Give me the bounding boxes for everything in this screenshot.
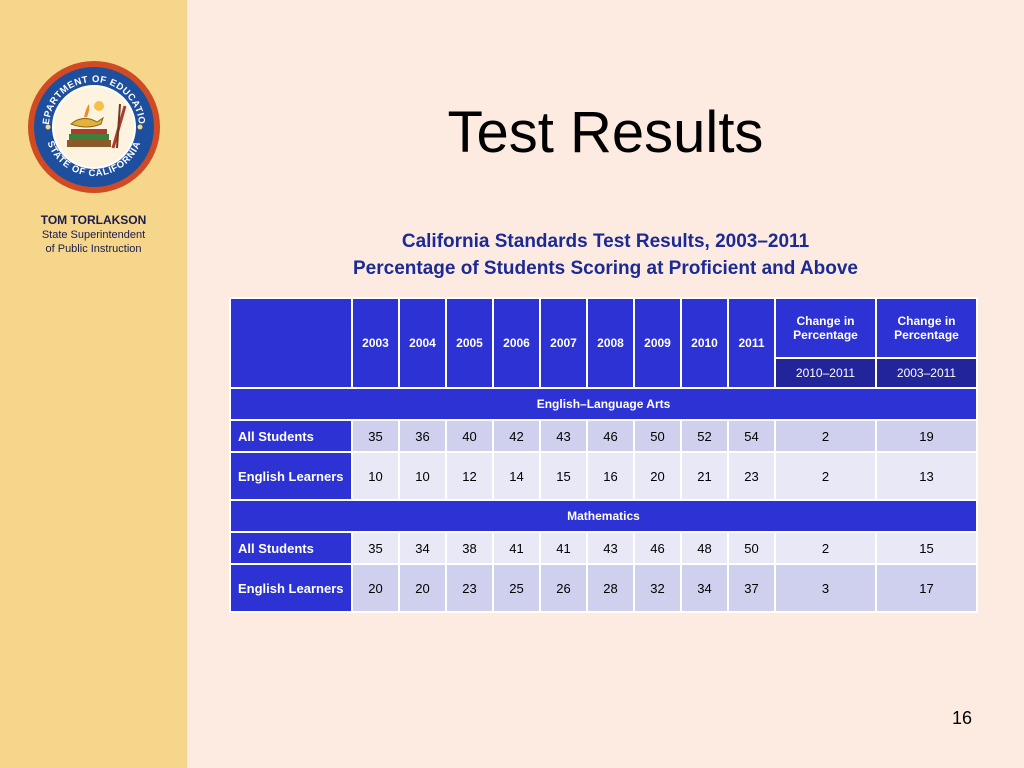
value-cell: 42 xyxy=(492,419,541,453)
year-header: 2007 xyxy=(539,297,588,389)
change-header-2: Change in Percentage xyxy=(875,297,978,359)
results-table: 2003 2004 2005 2006 2007 2008 2009 2010 … xyxy=(229,297,978,613)
value-cell: 20 xyxy=(398,563,447,613)
value-cell: 14 xyxy=(492,451,541,501)
value-cell: 35 xyxy=(351,531,400,565)
change-cell-2: 15 xyxy=(875,531,978,565)
value-cell: 20 xyxy=(351,563,400,613)
change-cell-1: 2 xyxy=(774,451,877,501)
year-header: 2005 xyxy=(445,297,494,389)
value-cell: 20 xyxy=(633,451,682,501)
change-range-2: 2003–2011 xyxy=(875,357,978,389)
change-range-1: 2010–2011 xyxy=(774,357,877,389)
value-cell: 50 xyxy=(633,419,682,453)
change-cell-2: 13 xyxy=(875,451,978,501)
value-cell: 50 xyxy=(727,531,776,565)
superintendent-title-line2: of Public Instruction xyxy=(45,243,142,255)
year-header: 2004 xyxy=(398,297,447,389)
value-cell: 48 xyxy=(680,531,729,565)
value-cell: 38 xyxy=(445,531,494,565)
value-cell: 16 xyxy=(586,451,635,501)
change-cell-1: 2 xyxy=(774,419,877,453)
value-cell: 15 xyxy=(539,451,588,501)
table-row: All Students 35 36 40 42 43 46 50 52 54 … xyxy=(229,419,978,453)
value-cell: 40 xyxy=(445,419,494,453)
value-cell: 10 xyxy=(351,451,400,501)
row-label: English Learners xyxy=(229,563,353,613)
value-cell: 43 xyxy=(586,531,635,565)
value-cell: 41 xyxy=(539,531,588,565)
department-of-education-seal-icon: DEPARTMENT OF EDUCATION STATE OF CALIFOR… xyxy=(27,60,160,193)
value-cell: 46 xyxy=(633,531,682,565)
year-header: 2006 xyxy=(492,297,541,389)
year-header: 2010 xyxy=(680,297,729,389)
row-label: All Students xyxy=(229,419,353,453)
table-row: English Learners 20 20 23 25 26 28 32 34… xyxy=(229,563,978,613)
superintendent-title-line1: State Superintendent xyxy=(41,229,146,241)
value-cell: 54 xyxy=(727,419,776,453)
value-cell: 36 xyxy=(398,419,447,453)
year-header: 2009 xyxy=(633,297,682,389)
page-number: 16 xyxy=(951,708,972,728)
value-cell: 46 xyxy=(586,419,635,453)
change-cell-1: 2 xyxy=(774,531,877,565)
table-title-line2: Percentage of Students Scoring at Profic… xyxy=(353,258,858,279)
table-title-line1: California Standards Test Results, 2003–… xyxy=(401,231,810,252)
value-cell: 10 xyxy=(398,451,447,501)
change-cell-1: 3 xyxy=(774,563,877,613)
value-cell: 43 xyxy=(539,419,588,453)
table-row: All Students 35 34 38 41 41 43 46 48 50 … xyxy=(229,531,978,565)
value-cell: 23 xyxy=(727,451,776,501)
year-header: 2011 xyxy=(727,297,776,389)
change-header-1: Change in Percentage xyxy=(774,297,877,359)
change-cell-2: 17 xyxy=(875,563,978,613)
change-cell-2: 19 xyxy=(875,419,978,453)
row-label: All Students xyxy=(229,531,353,565)
section-header-ela: English–Language Arts xyxy=(229,387,978,421)
value-cell: 21 xyxy=(680,451,729,501)
value-cell: 26 xyxy=(539,563,588,613)
row-label: English Learners xyxy=(229,451,353,501)
year-header: 2008 xyxy=(586,297,635,389)
value-cell: 37 xyxy=(727,563,776,613)
value-cell: 32 xyxy=(633,563,682,613)
value-cell: 23 xyxy=(445,563,494,613)
value-cell: 34 xyxy=(680,563,729,613)
value-cell: 28 xyxy=(586,563,635,613)
table-row: English Learners 10 10 12 14 15 16 20 21… xyxy=(229,451,978,501)
value-cell: 25 xyxy=(492,563,541,613)
value-cell: 41 xyxy=(492,531,541,565)
slide-title: Test Results xyxy=(447,100,764,165)
value-cell: 12 xyxy=(445,451,494,501)
value-cell: 35 xyxy=(351,419,400,453)
year-header: 2003 xyxy=(351,297,400,389)
sidebar: DEPARTMENT OF EDUCATION STATE OF CALIFOR… xyxy=(0,0,187,768)
section-header-mathematics: Mathematics xyxy=(229,499,978,533)
value-cell: 52 xyxy=(680,419,729,453)
value-cell: 34 xyxy=(398,531,447,565)
corner-header-cell xyxy=(229,297,353,389)
superintendent-name: TOM TORLAKSON xyxy=(40,213,147,227)
